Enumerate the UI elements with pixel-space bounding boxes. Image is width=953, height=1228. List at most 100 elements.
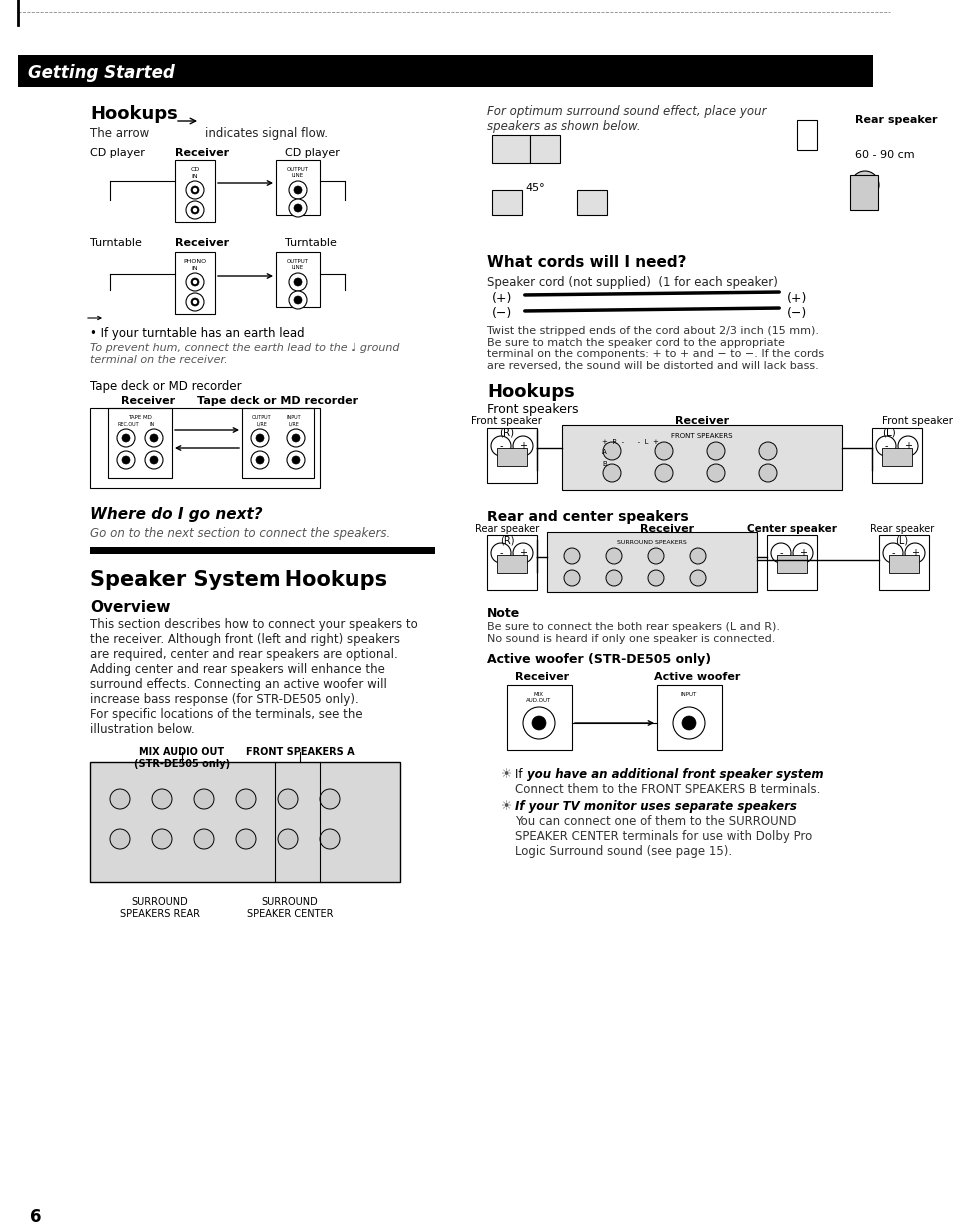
Text: ☀: ☀ [500,768,512,781]
Circle shape [647,548,663,564]
Bar [530,135,559,163]
Circle shape [689,548,705,564]
Circle shape [672,707,704,739]
Circle shape [191,185,199,194]
Text: The arrow: The arrow [90,126,149,140]
Bar [90,763,399,882]
Circle shape [150,433,158,442]
Circle shape [904,543,924,562]
Circle shape [251,451,269,469]
Bar [506,685,572,750]
Text: Receiver: Receiver [639,524,694,534]
Text: L/RE: L/RE [256,421,267,426]
Circle shape [655,464,672,483]
Text: Hookups: Hookups [90,106,177,123]
Text: INPUT: INPUT [680,693,697,698]
Text: If your TV monitor uses separate speakers: If your TV monitor uses separate speaker… [515,799,796,813]
Circle shape [759,464,776,483]
Circle shape [292,433,299,442]
Circle shape [770,543,790,562]
Text: Hookups: Hookups [486,383,574,402]
Circle shape [193,829,213,849]
Bar [18,55,872,87]
Circle shape [647,570,663,586]
Text: B: B [601,460,606,467]
Text: Tape deck or MD recorder: Tape deck or MD recorder [90,379,241,393]
Text: OUTPUT: OUTPUT [287,259,309,264]
Circle shape [882,543,902,562]
Text: Receiver: Receiver [674,416,728,426]
Circle shape [706,464,724,483]
Circle shape [235,829,255,849]
Circle shape [563,570,579,586]
Text: (+): (+) [786,292,806,305]
Text: 6: 6 [30,1208,42,1226]
Text: REC.OUT: REC.OUT [117,422,139,427]
Bar [492,190,521,215]
Circle shape [122,456,130,464]
Bar [888,555,918,573]
Text: CD player: CD player [90,149,145,158]
Text: +: + [903,441,911,451]
Text: IN: IN [192,174,198,179]
Text: Go on to the next section to connect the speakers.: Go on to the next section to connect the… [90,527,390,540]
Text: +  R  -      -  L  +: + R - - L + [601,438,659,445]
Bar [878,535,928,589]
Circle shape [191,278,199,286]
Text: Receiver: Receiver [515,672,569,682]
Text: Center speaker: Center speaker [746,524,836,534]
Circle shape [117,429,135,447]
Text: Receiver: Receiver [174,149,229,158]
Circle shape [706,442,724,460]
Text: Receiver: Receiver [121,395,175,406]
Text: SURROUND
SPEAKERS REAR: SURROUND SPEAKERS REAR [120,896,200,919]
Circle shape [605,570,621,586]
Text: OUTPUT: OUTPUT [252,415,272,420]
Text: CD player: CD player [285,149,339,158]
Text: FRONT SPEAKERS A: FRONT SPEAKERS A [246,747,354,756]
Circle shape [522,707,555,739]
Circle shape [277,829,297,849]
Circle shape [292,456,299,464]
Bar [766,535,816,589]
Bar [871,429,921,483]
Circle shape [277,790,297,809]
Text: Active woofer (STR-DE505 only): Active woofer (STR-DE505 only) [486,653,710,666]
Circle shape [193,280,196,284]
Text: Note: Note [486,607,519,620]
Bar [497,448,526,465]
Circle shape [110,790,130,809]
Text: Where do I go next?: Where do I go next? [90,507,262,522]
Text: +: + [799,548,806,558]
Circle shape [287,451,305,469]
Bar [657,685,721,750]
Text: To prevent hum, connect the earth lead to the ♩ ground
terminal on the receiver.: To prevent hum, connect the earth lead t… [90,343,399,365]
Text: IN: IN [150,422,154,427]
Text: IN: IN [192,266,198,271]
Text: LINE: LINE [292,265,304,270]
Circle shape [655,442,672,460]
Bar [577,190,606,215]
Text: MIX: MIX [534,693,543,698]
Circle shape [897,436,917,456]
Text: L/RE: L/RE [288,421,299,426]
Circle shape [289,291,307,309]
Text: What cords will I need?: What cords will I need? [486,255,686,270]
Text: (+): (+) [492,292,512,305]
Circle shape [602,464,620,483]
Circle shape [152,829,172,849]
Bar [882,448,911,465]
Text: Twist the stripped ends of the cord about 2/3 inch (15 mm).
Be sure to match the: Twist the stripped ends of the cord abou… [486,325,823,371]
Text: -: - [498,441,502,451]
Circle shape [491,543,511,562]
Circle shape [186,201,204,219]
Text: AUD.OUT: AUD.OUT [526,698,551,702]
Bar [546,532,757,592]
Bar [108,408,172,478]
Text: indicates signal flow.: indicates signal flow. [205,126,328,140]
Text: 45°: 45° [524,183,544,193]
Circle shape [152,790,172,809]
Circle shape [294,185,302,194]
Text: -: - [498,548,502,558]
Bar [497,555,526,573]
